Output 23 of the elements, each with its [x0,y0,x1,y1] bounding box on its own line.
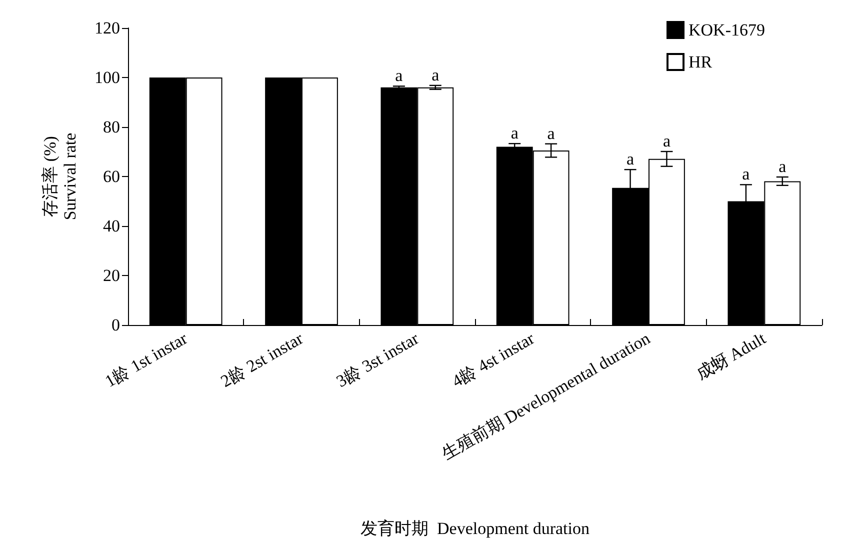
x-tick-label: 2龄 2st instar [217,328,307,391]
x-axis-title: 发育时期 Development duration [360,519,590,538]
x-tick-label: 3龄 3st instar [333,328,422,391]
annotation: a [626,150,635,169]
x-tick-label: 成蚜 Adult [692,328,770,384]
y-tick-label: 60 [103,167,120,186]
annotation: a [547,124,556,143]
y-tick-label: 20 [103,266,120,285]
annotation: a [395,66,404,86]
annotation: a [742,164,750,184]
y-tick-label: 80 [103,118,120,136]
y-axis-title: 存活率 (%) Survival rate [40,132,80,220]
x-tick-label: 4龄 4st instar [448,328,538,391]
y-tick-label: 40 [103,216,120,236]
annotation: a [432,65,440,84]
y-tick-label: 0 [112,316,120,334]
annotation: a [510,124,519,143]
y-tick-label: 100 [94,68,120,87]
annotation: a [778,156,787,176]
annotation: a [662,132,671,151]
legend-label: HR [688,52,713,72]
legend-label: KOK-1679 [688,20,766,40]
y-tick-label: 120 [94,18,120,38]
